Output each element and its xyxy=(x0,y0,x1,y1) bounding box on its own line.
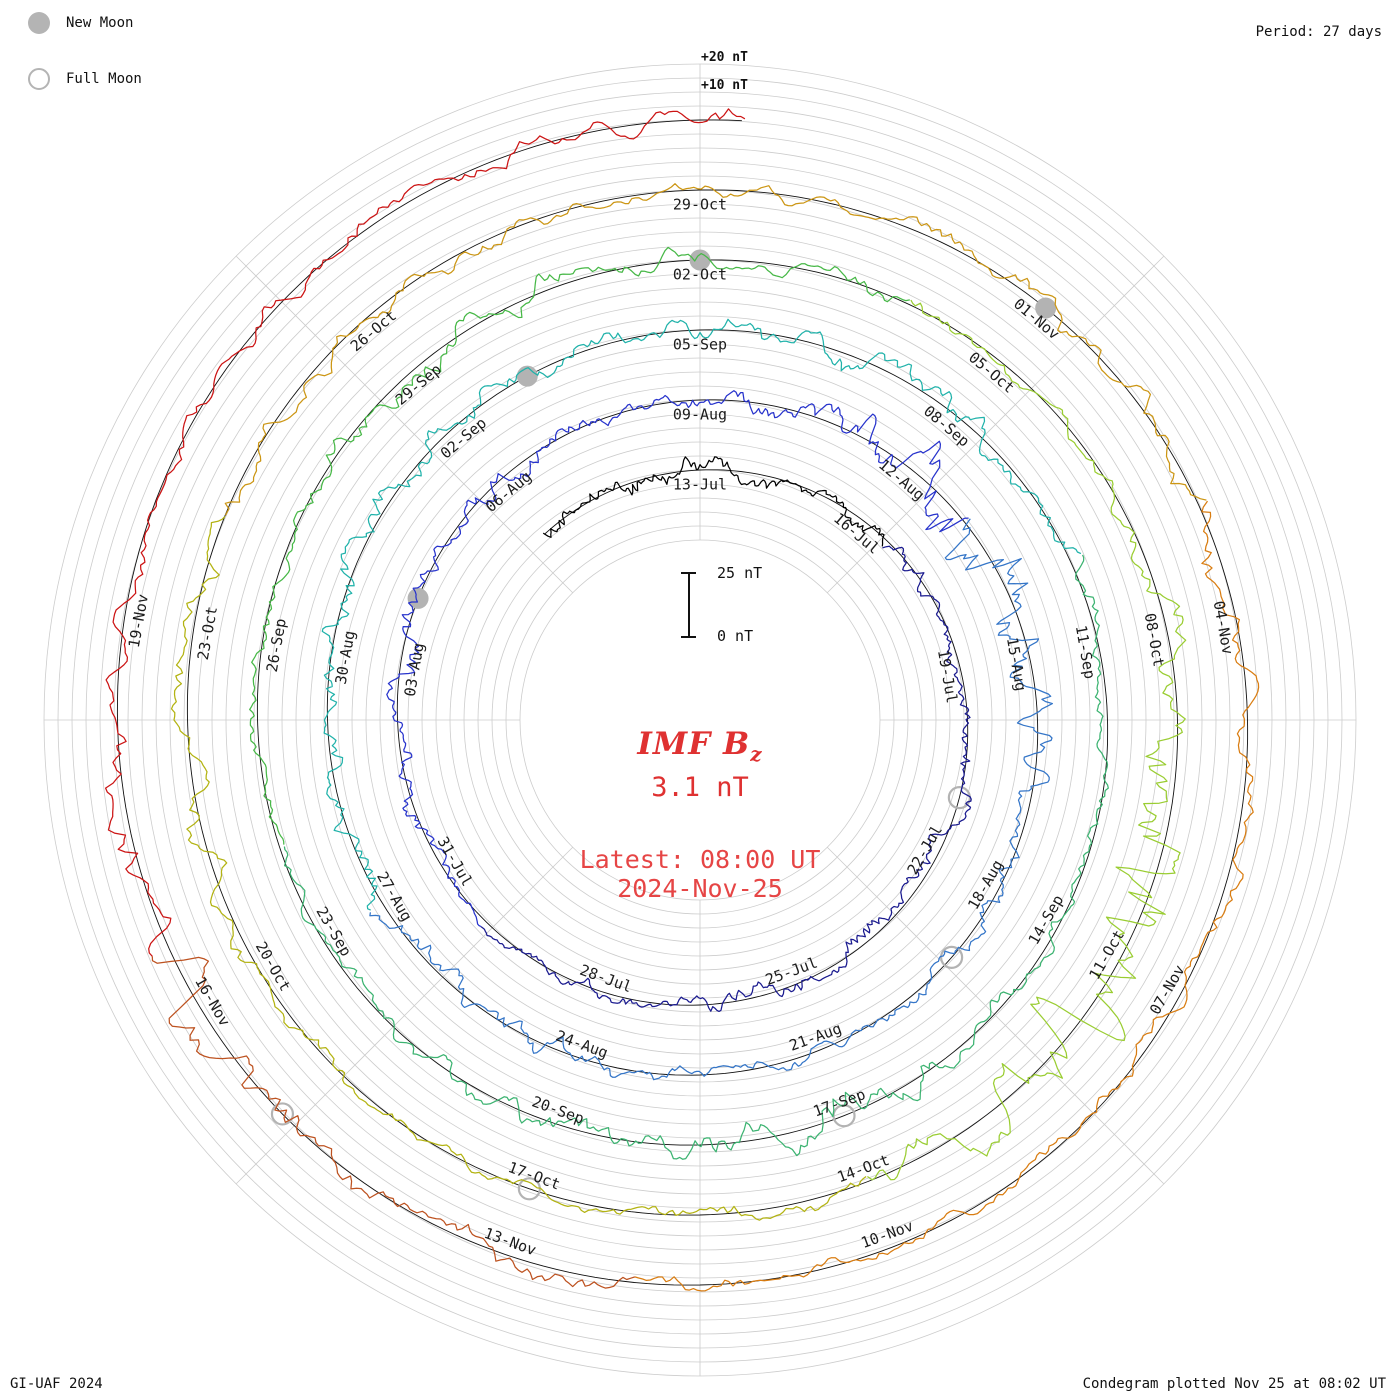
ring-date-label: 08-Sep xyxy=(920,402,973,451)
ring-date-label: 05-Sep xyxy=(673,335,727,353)
new-moon-label: New Moon xyxy=(66,15,134,31)
full-moon-marker xyxy=(940,945,964,969)
ring-date-label: 06-Aug xyxy=(482,467,535,516)
period-label: Period: 27 days xyxy=(1255,24,1382,40)
bz-trace-segment xyxy=(283,554,1109,1160)
full-moon-marker xyxy=(270,1102,295,1126)
new-moon-marker xyxy=(1035,297,1057,319)
ring-date-label: 02-Oct xyxy=(673,265,727,283)
scale-label-25nt: 25 nT xyxy=(717,564,763,582)
chart-title: IMF Bz xyxy=(450,726,950,766)
ring-date-label: 13-Jul xyxy=(673,475,727,493)
bz-trace-segment xyxy=(249,246,910,845)
legend-full-moon: Full Moon xyxy=(28,64,142,94)
full-moon-label: Full Moon xyxy=(66,71,142,87)
ring-date-label: 29-Oct xyxy=(673,195,727,213)
ring-date-label: 09-Aug xyxy=(673,405,727,423)
bz-trace-segment xyxy=(386,390,969,928)
ring-date-label: 12-Aug xyxy=(875,455,928,504)
new-moon-marker xyxy=(516,365,538,387)
bz-trace-segment xyxy=(151,956,636,1289)
bz-trace-segment xyxy=(104,108,746,957)
bz-trace-segment xyxy=(867,299,1187,1181)
center-text-block: IMF Bz 3.1 nT Latest: 08:00 UT 2024-Nov-… xyxy=(450,726,950,903)
bz-trace-segment xyxy=(224,183,1207,516)
ring-date-label: 20-Sep xyxy=(529,1092,586,1127)
bz-trace-segment xyxy=(480,545,972,1013)
ring-date-label: 11-Sep xyxy=(1072,624,1099,680)
ring-date-label: 05-Oct xyxy=(965,348,1018,397)
bz-trace-segment xyxy=(170,515,867,1221)
latest-block: Latest: 08:00 UT 2024-Nov-25 xyxy=(450,845,950,903)
ring-date-label: 10-Nov xyxy=(859,1217,916,1252)
grid-label-plus20nt: +20 nT xyxy=(701,50,748,65)
ring-date-label: 21-Aug xyxy=(787,1019,844,1054)
legend-new-moon: New Moon xyxy=(28,8,142,38)
new-moon-marker xyxy=(689,249,711,271)
bz-trace xyxy=(104,108,1260,1292)
ring-date-label: 11-Oct xyxy=(1085,927,1128,983)
ring-date-label: 17-Sep xyxy=(811,1085,868,1120)
new-moon-icon xyxy=(28,12,50,34)
chart-title-main: IMF B xyxy=(637,726,751,762)
ring-date-label: 02-Sep xyxy=(437,414,490,463)
ring-date-label: 13-Nov xyxy=(482,1224,539,1259)
nt-scale-bar xyxy=(681,572,696,638)
new-moon-marker xyxy=(407,587,429,609)
moon-legend: New Moon Full Moon xyxy=(28,8,142,120)
ring-date-label: 07-Nov xyxy=(1146,962,1189,1018)
bz-trace-segment xyxy=(542,456,885,547)
ring-date-label: 14-Oct xyxy=(835,1151,892,1186)
scale-bar-bottom-cap xyxy=(681,636,696,638)
ring-date-label: 04-Nov xyxy=(1210,599,1237,655)
chart-title-subscript: z xyxy=(750,742,763,767)
ring-date-label: 16-Jul xyxy=(830,509,883,558)
chart-current-value: 3.1 nT xyxy=(651,772,749,804)
bz-trace-segment xyxy=(634,500,1260,1292)
bz-trace-segment xyxy=(369,518,1054,1081)
scale-label-0nt: 0 nT xyxy=(717,627,754,645)
footer-plotted-label: Condegram plotted Nov 25 at 08:02 UT xyxy=(1082,1376,1386,1392)
latest-time-line: Latest: 08:00 UT xyxy=(579,845,821,875)
ring-date-label: 25-Jul xyxy=(763,954,820,989)
latest-date-line: 2024-Nov-25 xyxy=(617,874,783,904)
footer-credit: GI-UAF 2024 xyxy=(10,1376,103,1392)
ring-date-label: 28-Jul xyxy=(577,961,634,996)
zero-level-spiral xyxy=(116,119,1249,1286)
ring-date-label: 17-Oct xyxy=(506,1158,563,1193)
scale-bar-line xyxy=(688,572,690,638)
grid-label-plus10nt: +10 nT xyxy=(701,78,748,93)
bz-trace-segment xyxy=(321,318,1082,911)
full-moon-icon xyxy=(28,68,50,90)
ring-date-label: 29-Sep xyxy=(392,360,445,409)
